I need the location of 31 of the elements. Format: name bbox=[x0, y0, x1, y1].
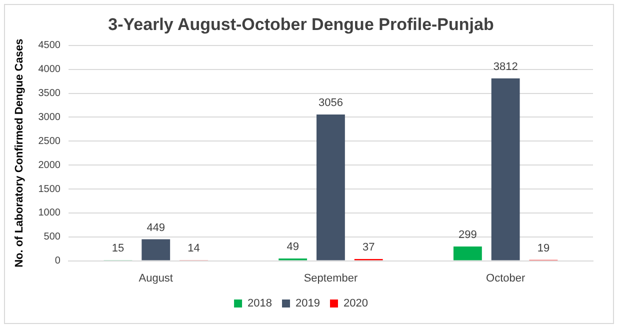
data-label: 3812 bbox=[493, 60, 518, 73]
data-label: 19 bbox=[537, 242, 550, 254]
data-label: 37 bbox=[362, 242, 375, 254]
y-tick-label: 2500 bbox=[38, 136, 61, 147]
y-tick-label: 1000 bbox=[38, 208, 61, 219]
x-tick-label: August bbox=[138, 272, 173, 284]
data-label: 14 bbox=[188, 242, 200, 255]
legend-label: 2018 bbox=[248, 298, 272, 310]
y-tick-label: 2000 bbox=[38, 160, 61, 171]
y-tick-label: 3500 bbox=[38, 88, 61, 100]
y-tick-label: 4500 bbox=[38, 40, 61, 52]
x-tick-label: September bbox=[304, 272, 358, 284]
legend-label: 2020 bbox=[343, 298, 368, 310]
y-axis-title: No. of Laboratory Confirmed Dengue Cases bbox=[14, 38, 26, 268]
data-label: 299 bbox=[458, 229, 477, 242]
y-tick-label: 3000 bbox=[38, 112, 61, 123]
chart-title: 3-Yearly August-October Dengue Profile-Punjab bbox=[108, 14, 494, 34]
y-tick-label: 0 bbox=[54, 256, 61, 267]
data-label: 3056 bbox=[318, 97, 343, 110]
bar bbox=[491, 78, 520, 260]
data-label: 449 bbox=[146, 222, 166, 234]
y-tick-label: 4000 bbox=[38, 64, 61, 76]
y-tick-label: 1500 bbox=[38, 184, 61, 195]
y-tick-label: 500 bbox=[44, 232, 61, 243]
bar bbox=[453, 246, 482, 260]
legend-label: 2019 bbox=[296, 298, 320, 310]
bar bbox=[142, 239, 170, 260]
data-label: 49 bbox=[286, 240, 299, 253]
x-tick-label: October bbox=[486, 272, 526, 284]
bar bbox=[316, 114, 345, 260]
data-label: 15 bbox=[112, 242, 124, 255]
